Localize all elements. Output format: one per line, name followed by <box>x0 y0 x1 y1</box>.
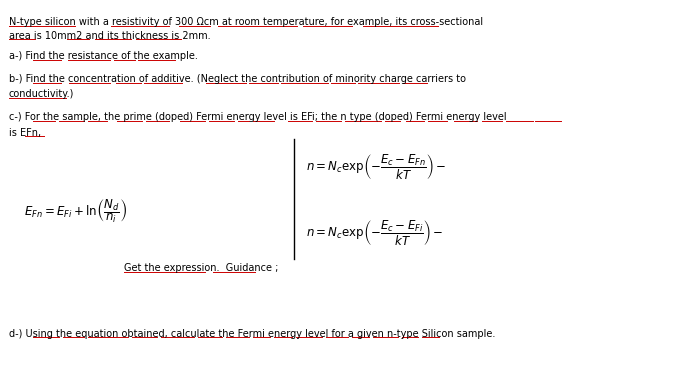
Text: b-) Find the concentration of additive. (Neglect the contribution of minority ch: b-) Find the concentration of additive. … <box>9 74 466 84</box>
Text: c-) For the sample, the prime (doped) Fermi energy level is EFi; the n type (dop: c-) For the sample, the prime (doped) Fe… <box>9 112 506 122</box>
Text: area is 10mm2 and its thickness is 2mm.: area is 10mm2 and its thickness is 2mm. <box>9 31 211 41</box>
Text: N-type silicon with a resistivity of 300 Ωcm at room temperature, for example, i: N-type silicon with a resistivity of 300… <box>9 17 483 27</box>
Text: a-) Find the resistance of the example.: a-) Find the resistance of the example. <box>9 51 198 61</box>
Text: $n = N_c \exp\!\left(-\dfrac{E_c - E_{Fn}}{kT}\right)-$: $n = N_c \exp\!\left(-\dfrac{E_c - E_{Fn… <box>306 152 447 181</box>
Text: $n = N_c \exp\!\left(-\dfrac{E_c - E_{Fi}}{kT}\right)-$: $n = N_c \exp\!\left(-\dfrac{E_c - E_{Fi… <box>306 218 444 247</box>
Text: $E_{Fn} = E_{Fi} + \ln\!\left(\dfrac{N_d}{n_i}\right)$: $E_{Fn} = E_{Fi} + \ln\!\left(\dfrac{N_d… <box>24 197 127 225</box>
Text: d-) Using the equation obtained, calculate the Fermi energy level for a given n-: d-) Using the equation obtained, calcula… <box>9 329 495 339</box>
Text: conductivity.): conductivity.) <box>9 89 74 99</box>
Text: Get the expression.  Guidance ;: Get the expression. Guidance ; <box>124 263 278 273</box>
Text: is EFn,: is EFn, <box>9 128 41 138</box>
